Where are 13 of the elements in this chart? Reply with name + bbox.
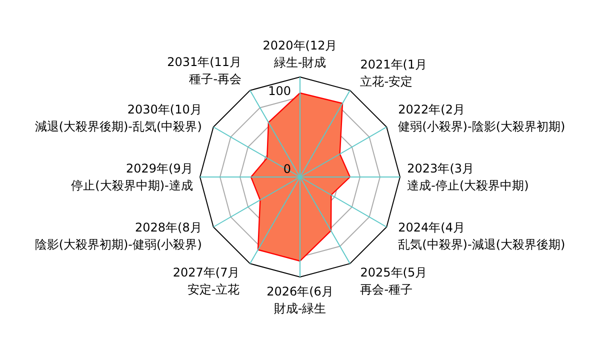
- spoke-label: 2030年(10月減退(大殺界後期)-乱気(中殺界): [34, 102, 202, 134]
- spoke-label: 2021年(1月立花-安定: [360, 57, 428, 88]
- spoke-label: 2026年(6月財成-緑生: [266, 284, 334, 316]
- spoke-label: 2029年(9月停止(大殺界中期)-達成: [71, 162, 193, 192]
- spoke-label: 2027年(7月安定-立花: [172, 266, 240, 297]
- spoke-label: 2023年(3月達成-停止(大殺界中期): [407, 162, 529, 192]
- spoke-label: 2020年(12月緑生-財成: [262, 38, 338, 70]
- spoke-label: 2024年(4月乱気(中殺界)-減退(大殺界後期): [398, 220, 566, 252]
- spoke-label: 2031年(11月種子-再会: [167, 55, 242, 86]
- spoke-label: 2028年(8月陰影(大殺界初期)-健弱(小殺界): [34, 220, 202, 252]
- y-tick-label: 100: [268, 84, 291, 98]
- spoke-label: 2022年(2月健弱(小殺界)-陰影(大殺界初期): [398, 102, 566, 134]
- spoke-label: 2025年(5月再会-種子: [360, 266, 428, 297]
